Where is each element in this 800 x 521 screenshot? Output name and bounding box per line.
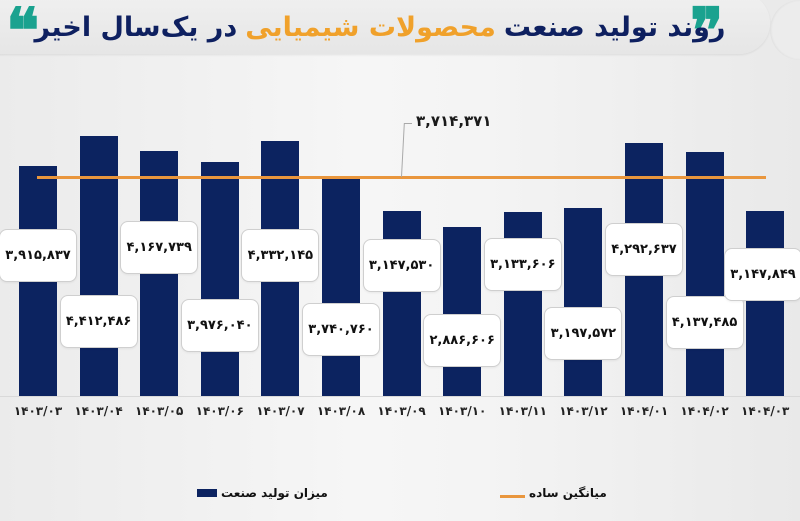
bar: [564, 208, 603, 396]
mean-line: [37, 176, 766, 179]
x-tick-label: ۱۴۰۳/۰۹: [377, 404, 426, 418]
bar: [200, 162, 239, 396]
x-tick-label: ۱۴۰۳/۰۴: [74, 404, 123, 418]
x-axis-line: [0, 396, 800, 397]
x-tick-label: ۱۴۰۳/۱۲: [559, 404, 608, 418]
value-label: ۴,۴۱۲,۴۸۶: [59, 295, 138, 348]
mean-value-label: ۳,۷۱۴,۳۷۱: [416, 112, 492, 130]
value-label: ۴,۲۹۲,۶۳۷: [605, 223, 683, 276]
bar: [685, 152, 724, 396]
mean-leader-tick: [404, 123, 412, 124]
value-label: ۴,۱۳۷,۴۸۵: [665, 296, 744, 349]
legend-label-mean: میانگین ساده: [529, 486, 607, 500]
x-tick-label: ۱۴۰۳/۰۷: [256, 404, 305, 418]
x-tick-label: ۱۴۰۴/۰۳: [741, 404, 790, 418]
value-label: ۳,۱۳۳,۶۰۶: [483, 238, 562, 291]
x-tick-label: ۱۴۰۳/۱۰: [438, 404, 487, 418]
title-part1: روند تولید صنعت: [503, 12, 726, 43]
value-label: ۳,۱۴۷,۸۴۹: [724, 248, 800, 301]
x-tick-label: ۱۴۰۳/۰۳: [13, 404, 63, 418]
title-banner: [0, 0, 770, 54]
value-label: ۳,۹۱۵,۸۳۷: [0, 229, 77, 282]
bar: [79, 136, 118, 396]
value-label: ۴,۳۳۲,۱۴۵: [241, 229, 320, 282]
x-tick-label: ۱۴۰۳/۰۶: [195, 404, 244, 418]
legend-swatch-line: [500, 494, 525, 498]
x-tick-label: ۱۴۰۴/۰۱: [619, 404, 669, 418]
x-tick-label: ۱۴۰۳/۰۵: [135, 404, 184, 418]
legend-item-mean: میانگین ساده: [500, 486, 607, 500]
bar: [746, 211, 785, 396]
value-label: ۴,۱۶۷,۷۳۹: [120, 221, 199, 274]
legend-swatch-bar: [197, 489, 217, 497]
legend-item-production: میزان تولید صنعت: [197, 486, 328, 500]
bar: [443, 227, 482, 396]
x-tick-label: ۱۴۰۳/۱۱: [498, 404, 547, 418]
title-highlight: محصولات شیمیایی: [245, 12, 496, 43]
value-label: ۳,۱۹۷,۵۷۲: [544, 307, 623, 360]
value-label: ۳,۷۴۰,۷۶۰: [302, 303, 380, 356]
bar: [322, 176, 360, 396]
x-tick-label: ۱۴۰۴/۰۲: [680, 404, 729, 418]
legend-label-production: میزان تولید صنعت: [221, 486, 328, 500]
value-label: ۳,۱۴۷,۵۳۰: [362, 239, 441, 292]
value-label: ۲,۸۸۶,۶۰۶: [423, 314, 502, 367]
page-title: روند تولید صنعت محصولات شیمیایی در یک‌سا…: [0, 0, 760, 55]
title-part2: در یک‌سال اخیر: [34, 12, 238, 43]
x-tick-label: ۱۴۰۳/۰۸: [316, 404, 366, 418]
value-label: ۳,۹۷۶,۰۴۰: [180, 299, 259, 352]
mean-leader-line: [401, 123, 405, 178]
